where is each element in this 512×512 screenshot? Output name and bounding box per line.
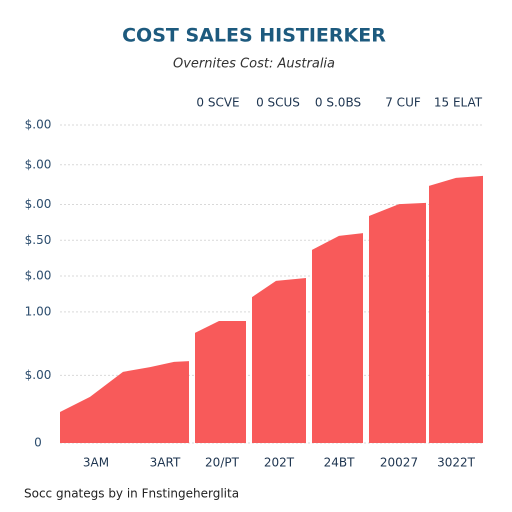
y-tick-label: $.00 (25, 157, 52, 171)
source-note: Socc gnategs by in Fnstingeherglita (24, 487, 239, 501)
chart-subtitle: Overnites Cost: Australia (173, 57, 335, 72)
x-tick-label: 3AM (83, 456, 109, 470)
header-stat: 15 ELAT (434, 96, 483, 110)
area (429, 175, 483, 443)
x-tick-label: 20027 (380, 456, 418, 470)
header-stat: 7 CUF (385, 96, 421, 110)
header-stat: 0 SCUS (256, 96, 300, 110)
y-tick-label: $.00 (25, 269, 52, 283)
x-tick-label: 24BT (324, 456, 356, 470)
chart-title: COST SALES HISTIERKER (122, 25, 386, 47)
y-tick-label: $.00 (25, 197, 52, 211)
y-tick-label: $.50 (25, 233, 52, 247)
y-tick-label: $.00 (25, 368, 52, 382)
y-tick-label: 1.00 (25, 304, 52, 318)
area (252, 278, 306, 443)
area (312, 233, 363, 443)
area (369, 202, 426, 443)
y-tick-label: 0 (34, 436, 42, 450)
x-tick-label: 3022T (437, 456, 476, 470)
area (60, 361, 189, 443)
header-stat: 0 S.0BS (315, 96, 361, 110)
x-tick-label: 3ART (150, 456, 181, 470)
x-tick-label: 20/PT (205, 456, 240, 470)
x-tick-label: 202T (264, 456, 295, 470)
y-tick-label: $.00 (25, 118, 52, 132)
area (195, 320, 246, 443)
header-stat: 0 SCVE (196, 96, 239, 110)
